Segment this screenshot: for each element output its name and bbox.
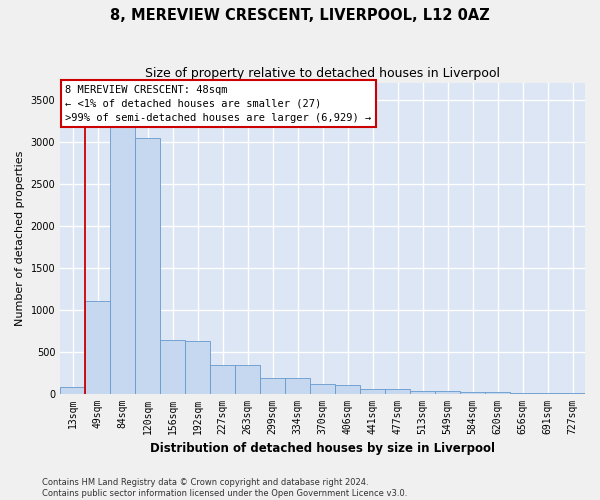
Bar — [285, 378, 310, 394]
Bar — [135, 138, 160, 394]
Bar — [360, 389, 385, 394]
Bar — [410, 390, 435, 394]
Title: Size of property relative to detached houses in Liverpool: Size of property relative to detached ho… — [145, 68, 500, 80]
Bar — [110, 108, 135, 394]
Bar — [510, 393, 535, 394]
Text: 8 MEREVIEW CRESCENT: 48sqm
← <1% of detached houses are smaller (27)
>99% of sem: 8 MEREVIEW CRESCENT: 48sqm ← <1% of deta… — [65, 84, 371, 122]
Bar — [535, 393, 560, 394]
Bar — [210, 365, 235, 394]
Text: 8, MEREVIEW CRESCENT, LIVERPOOL, L12 0AZ: 8, MEREVIEW CRESCENT, LIVERPOOL, L12 0AZ — [110, 8, 490, 22]
Bar — [85, 301, 110, 394]
Bar — [160, 340, 185, 394]
Y-axis label: Number of detached properties: Number of detached properties — [15, 150, 25, 326]
Bar — [335, 384, 360, 394]
Bar — [460, 392, 485, 394]
Text: Contains HM Land Registry data © Crown copyright and database right 2024.
Contai: Contains HM Land Registry data © Crown c… — [42, 478, 407, 498]
X-axis label: Distribution of detached houses by size in Liverpool: Distribution of detached houses by size … — [150, 442, 495, 455]
Bar — [435, 391, 460, 394]
Bar — [235, 366, 260, 394]
Bar — [485, 392, 510, 394]
Bar — [310, 384, 335, 394]
Bar — [185, 341, 210, 394]
Bar — [385, 390, 410, 394]
Bar — [60, 388, 85, 394]
Bar — [260, 378, 285, 394]
